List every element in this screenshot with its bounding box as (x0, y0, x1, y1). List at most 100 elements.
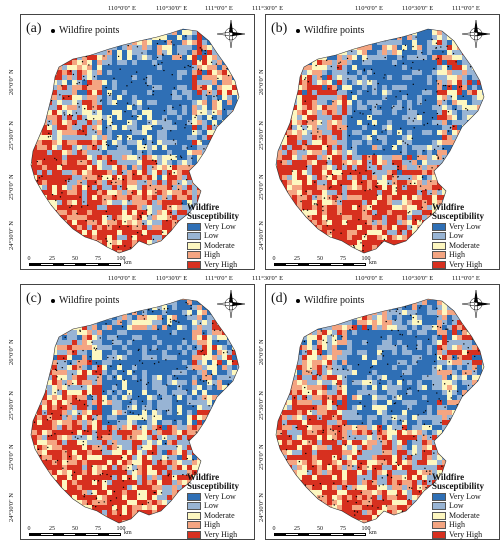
wildfire-point (307, 470, 309, 472)
map-panel-c: (c) Wildfire points Wildfire Susceptibili… (20, 284, 255, 540)
wildfire-point (429, 470, 431, 472)
wildfire-point (354, 437, 356, 439)
wildfire-point (130, 435, 132, 438)
wildfire-point (200, 112, 202, 114)
wildfire-point (98, 501, 100, 504)
wildfire-point (308, 371, 310, 373)
wildfire-point (304, 100, 306, 102)
wildfire-point (319, 136, 321, 138)
wildfire-point (302, 128, 305, 131)
wildfire-point (369, 162, 371, 164)
wildfire-point (423, 124, 425, 126)
wildfire-point (399, 90, 401, 92)
wildfire-point (332, 499, 334, 501)
wildfire-point (384, 74, 386, 76)
wildfire-point (185, 124, 187, 126)
wildfire-point (400, 230, 402, 232)
susceptibility-map (30, 298, 240, 527)
wildfire-point (91, 492, 93, 495)
wildfire-point (427, 491, 429, 494)
wildfire-point (158, 308, 160, 311)
wildfire-point (195, 114, 197, 117)
wildfire-point (391, 329, 393, 331)
wildfire-point (93, 75, 96, 78)
wildfire-point (185, 314, 187, 317)
wildfire-point (85, 219, 87, 222)
wildfire-point (315, 203, 317, 205)
wildfire-point (227, 129, 229, 131)
wildfire-point (361, 306, 364, 308)
wildfire-point (203, 354, 205, 356)
wildfire-point (434, 367, 436, 369)
wildfire-point (408, 487, 411, 489)
wildfire-point (473, 370, 475, 373)
wildfire-point (119, 68, 121, 70)
wildfire-point (163, 69, 165, 72)
wildfire-point (129, 411, 131, 413)
wildfire-point (88, 64, 90, 66)
wildfire-point (216, 95, 218, 97)
scale-tick-label: 50 (72, 526, 78, 532)
wildfire-point (234, 454, 236, 456)
wildfire-point (423, 450, 426, 452)
wildfire-point (434, 353, 437, 356)
wildfire-point (278, 234, 281, 237)
wildfire-point (165, 311, 168, 313)
wildfire-point (101, 118, 104, 121)
wildfire-point (390, 410, 393, 412)
wildfire-point (67, 496, 70, 498)
wildfire-point (367, 29, 370, 31)
lon-label: 110°0'0" E (108, 5, 137, 12)
wildfire-point (173, 44, 175, 46)
wildfire-point (336, 405, 338, 407)
wildfire-point (431, 167, 433, 169)
wildfire-point (413, 127, 415, 129)
wildfire-point (460, 435, 463, 437)
wildfire-point (119, 514, 122, 516)
wildfire-point (92, 220, 95, 222)
wildfire-point (391, 107, 393, 109)
wildfire-point (480, 390, 482, 392)
wildfire-point (95, 362, 98, 364)
wildfire-point (126, 136, 129, 138)
wildfire-point (112, 342, 114, 345)
wildfire-point (177, 53, 180, 55)
wildfire-point (330, 65, 332, 68)
wildfire-point (363, 68, 366, 70)
wildfire-point (113, 490, 116, 493)
wildfire-point (213, 329, 216, 331)
wildfire-point (178, 385, 180, 388)
wildfire-point (116, 509, 118, 511)
wildfire-points-label: Wildfire points (304, 295, 365, 306)
wildfire-point (104, 480, 107, 483)
wildfire-point (444, 84, 447, 87)
wildfire-point (190, 314, 192, 316)
wildfire-point (274, 466, 275, 467)
wildfire-point (310, 410, 312, 412)
wildfire-point (374, 468, 376, 470)
wildfire-point (91, 396, 94, 398)
wildfire-point (235, 450, 238, 452)
wildfire-point (380, 336, 382, 338)
wildfire-point (332, 415, 335, 417)
wildfire-point (150, 526, 151, 527)
wildfire-point (355, 426, 358, 428)
wildfire-point (438, 398, 440, 400)
wildfire-point (49, 314, 51, 317)
wildfire-point (328, 521, 330, 523)
wildfire-point (229, 319, 231, 321)
wildfire-point (39, 455, 42, 457)
wildfire-point (442, 51, 444, 53)
wildfire-point (186, 389, 188, 391)
wildfire-point (97, 149, 100, 151)
scale-bar: 0 25 50 75 100 km (28, 526, 139, 538)
wildfire-point (351, 36, 354, 39)
wildfire-point (39, 198, 42, 201)
lat-label: 24°30'0" N (258, 221, 265, 250)
wildfire-point (323, 184, 325, 186)
wildfire-point (74, 230, 76, 233)
legend-item: Moderate (187, 511, 254, 520)
wildfire-point (143, 515, 146, 517)
region-boundary (30, 298, 240, 524)
wildfire-point (409, 387, 411, 389)
